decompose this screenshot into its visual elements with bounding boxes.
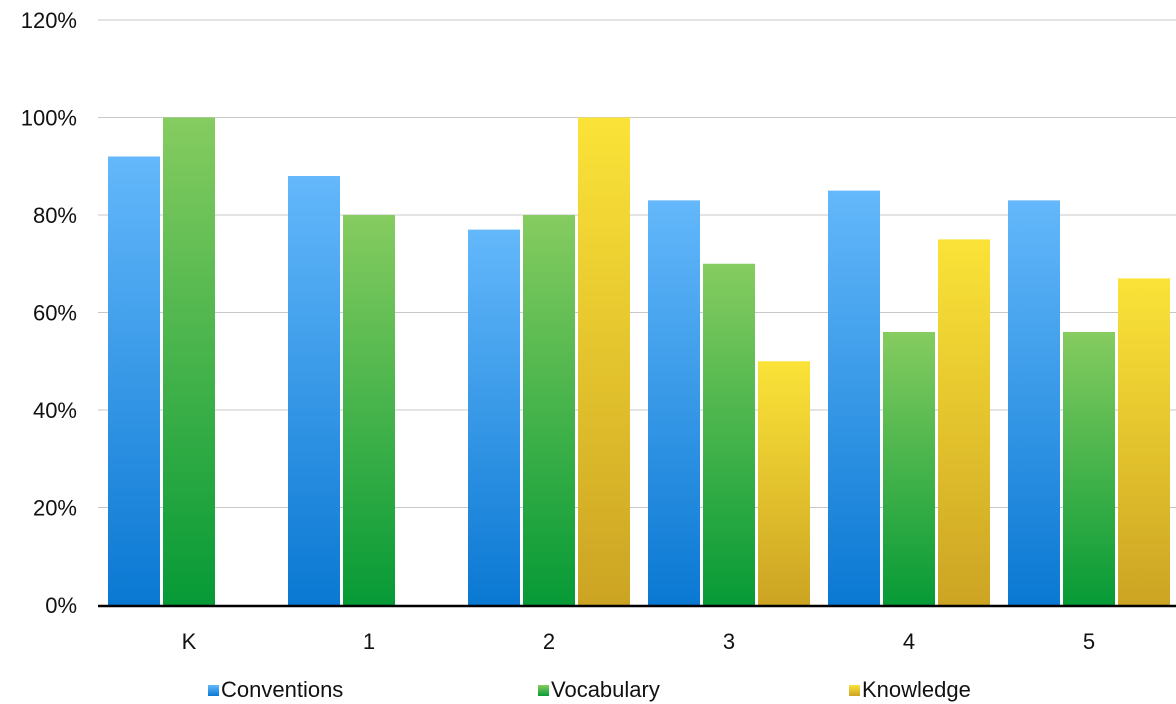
y-tick-label: 0% [45, 593, 77, 618]
bar-vocabulary-3 [703, 263, 755, 605]
legend-item-conventions: Conventions [208, 676, 343, 704]
bar-vocabulary-4 [883, 332, 935, 605]
y-tick-label: 120% [21, 8, 77, 33]
x-tick-label: K [182, 629, 197, 654]
bar-conventions-3 [648, 200, 700, 605]
bars [108, 117, 1170, 605]
bar-conventions-1 [288, 176, 340, 605]
legend-swatch-knowledge [849, 685, 860, 696]
bar-knowledge-4 [938, 239, 990, 605]
legend-label-conventions: Conventions [221, 677, 344, 702]
bar-conventions-k [108, 156, 160, 605]
x-tick-label: 1 [363, 629, 375, 654]
x-tick-label: 3 [723, 629, 735, 654]
legend-swatch-conventions [208, 685, 219, 696]
bar-knowledge-3 [758, 361, 810, 605]
legend-label-vocabulary: Vocabulary [551, 677, 660, 702]
x-tick-label: 2 [543, 629, 555, 654]
y-tick-label: 40% [33, 398, 77, 423]
bar-knowledge-2 [578, 117, 630, 605]
y-tick-label: 100% [21, 106, 77, 131]
legend-label-knowledge: Knowledge [862, 677, 971, 702]
bar-conventions-5 [1008, 200, 1060, 605]
gridlines [98, 19, 1176, 508]
legend-swatch-vocabulary [538, 685, 549, 696]
bar-conventions-2 [468, 229, 520, 605]
y-tick-label: 20% [33, 496, 77, 521]
y-tick-label: 80% [33, 203, 77, 228]
legend-item-knowledge: Knowledge [849, 676, 971, 704]
legend: Conventions Vocabulary Knowledge [0, 676, 1176, 704]
y-tick-label: 60% [33, 301, 77, 326]
bar-vocabulary-5 [1063, 332, 1115, 605]
bar-knowledge-5 [1118, 278, 1170, 605]
bar-vocabulary-k [163, 117, 215, 605]
x-tick-label: 4 [903, 629, 915, 654]
x-axis-tick-labels: K 1 2 3 4 5 [182, 629, 1095, 654]
y-axis-tick-labels: 0% 20% 40% 60% 80% 100% 120% [21, 8, 77, 618]
legend-item-vocabulary: Vocabulary [538, 676, 660, 704]
bar-vocabulary-2 [523, 215, 575, 605]
bar-conventions-4 [828, 190, 880, 605]
x-tick-label: 5 [1083, 629, 1095, 654]
bar-vocabulary-1 [343, 215, 395, 605]
